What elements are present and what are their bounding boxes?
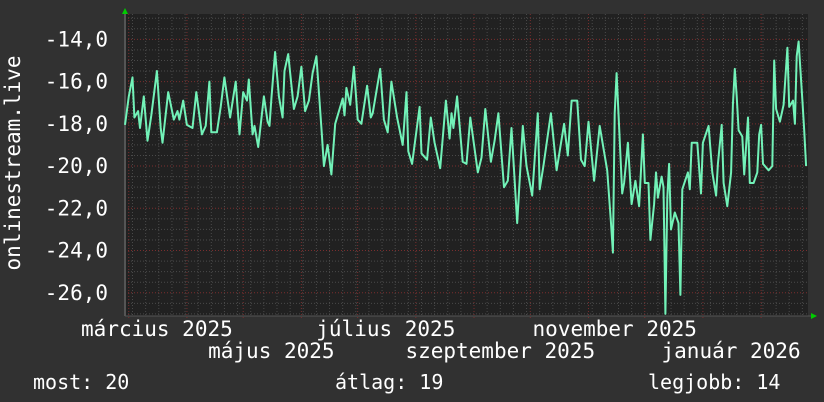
x-tick-label: január 2026: [662, 339, 801, 363]
y-axis: -14,0 -16,0 -18,0 -20,0 -22,0 -24,0 -26,0: [45, 27, 108, 304]
legend-max: legjobb: 14: [648, 370, 781, 394]
x-tick-label: szeptember 2025: [405, 339, 595, 363]
x-axis-arrow-icon: [811, 313, 817, 319]
x-tick-label: július 2025: [316, 317, 455, 341]
y-axis-title: onlinestream.live: [1, 56, 25, 271]
y-axis-arrow-icon: [122, 8, 128, 14]
x-tick-label: május 2025: [208, 339, 334, 363]
y-tick-label: -26,0: [45, 281, 108, 305]
legend-current: most: 20: [33, 370, 130, 394]
y-tick-label: -16,0: [45, 70, 108, 94]
y-tick-label: -22,0: [45, 196, 108, 220]
y-tick-label: -24,0: [45, 239, 108, 263]
y-tick-label: -14,0: [45, 27, 108, 51]
y-tick-label: -18,0: [45, 112, 108, 136]
series-line: [124, 40, 808, 315]
legend-average: átlag: 19: [335, 370, 444, 394]
y-tick-label: -20,0: [45, 154, 108, 178]
x-tick-label: március 2025: [81, 317, 233, 341]
x-tick-label: november 2025: [533, 317, 697, 341]
plot-area: [125, 14, 808, 316]
